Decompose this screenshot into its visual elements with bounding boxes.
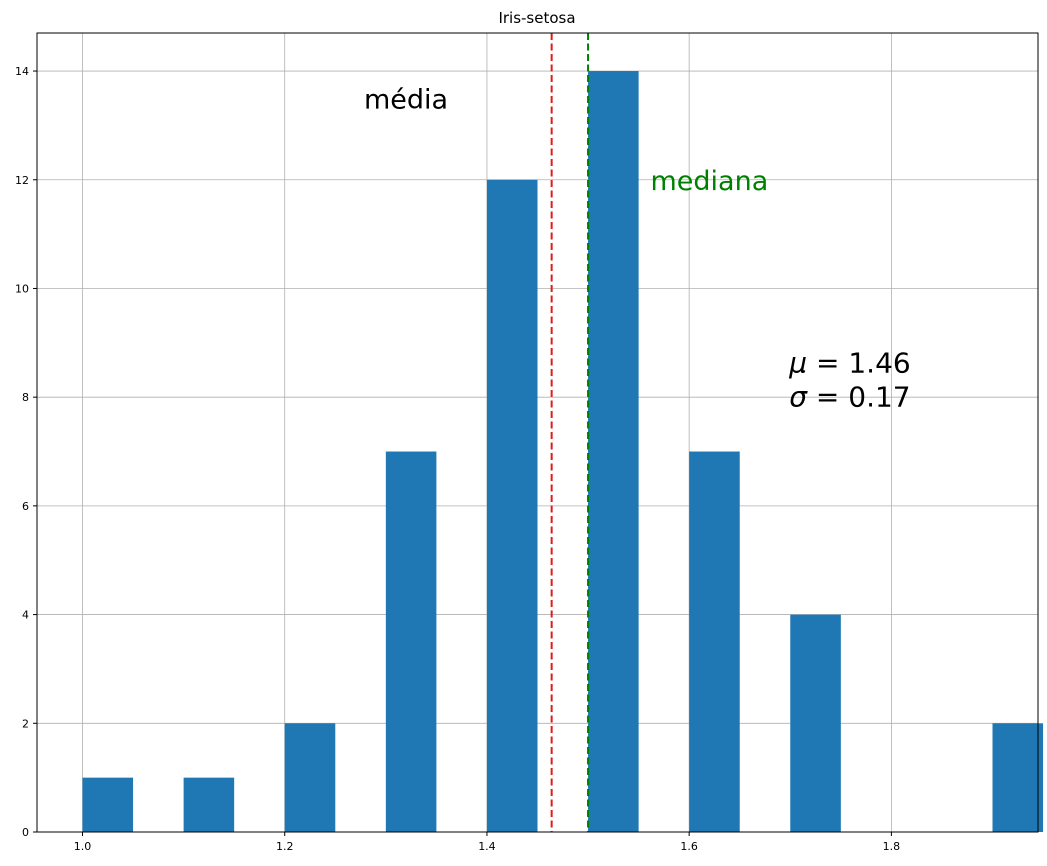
y-tick-label: 2 xyxy=(22,717,29,730)
x-tick-label: 1.4 xyxy=(478,840,496,853)
histogram-bar xyxy=(588,71,639,833)
histogram-bar xyxy=(992,723,1044,832)
y-tick-label: 10 xyxy=(15,282,29,295)
x-tick-label: 1.8 xyxy=(883,840,901,853)
histogram-bars xyxy=(82,71,1044,833)
plot-frame xyxy=(36,32,1039,833)
x-axis-ticks: 1.0 1.2 1.4 1.6 1.8 xyxy=(74,832,900,853)
histogram-bar xyxy=(385,451,437,832)
y-tick-label: 0 xyxy=(22,826,29,839)
histogram-bar xyxy=(689,451,740,832)
mean-label: média xyxy=(364,84,448,115)
x-tick-label: 1.2 xyxy=(276,840,294,853)
y-axis-ticks: 0 2 4 6 8 10 12 14 xyxy=(15,65,37,839)
chart-title: Iris-setosa xyxy=(498,9,575,27)
y-tick-label: 6 xyxy=(22,500,29,513)
y-tick-label: 4 xyxy=(22,609,29,622)
histogram-bar xyxy=(284,723,336,832)
histogram-bar xyxy=(790,614,841,832)
median-label: mediana xyxy=(651,166,769,197)
std-stat-text: σ = 0.17 xyxy=(789,380,910,413)
histogram-bar xyxy=(82,777,134,832)
annotations: média mediana μ = 1.46σ = 0.17 xyxy=(364,84,911,413)
histogram-bar xyxy=(183,777,235,832)
x-tick-label: 1.6 xyxy=(680,840,698,853)
histogram-bar xyxy=(486,179,538,832)
y-tick-label: 12 xyxy=(15,174,29,187)
reference-lines xyxy=(550,33,590,832)
y-tick-label: 14 xyxy=(15,65,29,78)
mean-stat-text: μ = 1.46 xyxy=(788,347,910,380)
x-tick-label: 1.0 xyxy=(74,840,92,853)
y-tick-label: 8 xyxy=(22,391,29,404)
